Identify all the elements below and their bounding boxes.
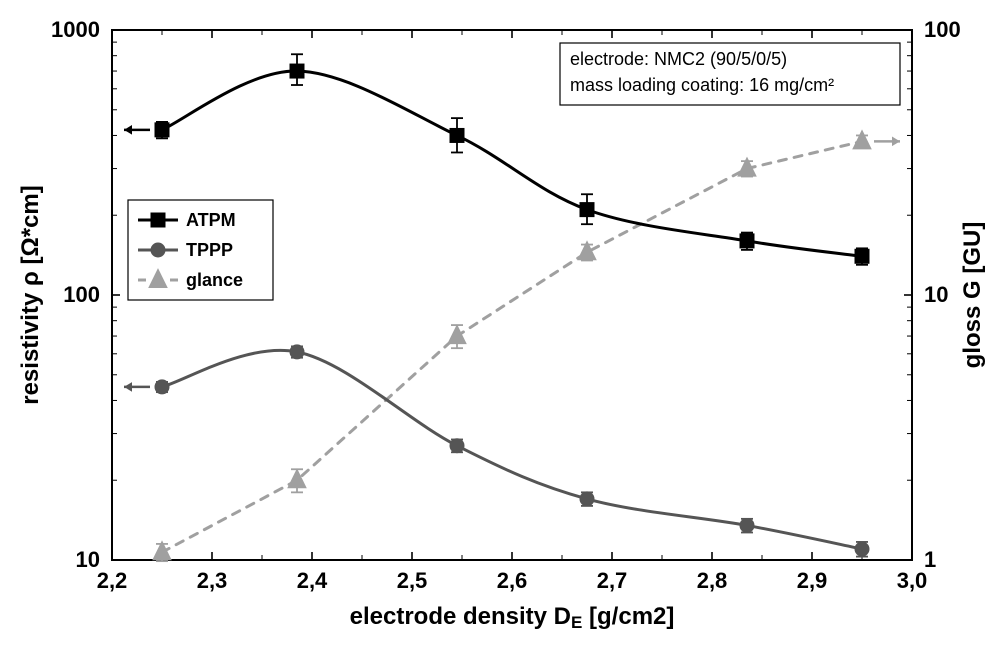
svg-text:1: 1 — [924, 547, 936, 572]
svg-text:2,4: 2,4 — [297, 568, 328, 593]
svg-text:mass loading coating: 16 mg/cm: mass loading coating: 16 mg/cm² — [570, 75, 834, 95]
svg-text:ATPM: ATPM — [186, 210, 236, 230]
svg-text:2,8: 2,8 — [697, 568, 728, 593]
svg-text:3,0: 3,0 — [897, 568, 928, 593]
svg-text:100: 100 — [924, 17, 961, 42]
svg-text:2,9: 2,9 — [797, 568, 828, 593]
svg-text:electrode density DE [g/cm2]: electrode density DE [g/cm2] — [350, 603, 675, 632]
svg-text:10: 10 — [76, 547, 100, 572]
svg-text:1000: 1000 — [51, 17, 100, 42]
chart-svg: 2,2 2,3 2,4 2,5 2,6 2,7 2,8 2,9 3,0 10 100 1000 1 10 1… — [0, 0, 1004, 657]
svg-text:10: 10 — [924, 282, 948, 307]
svg-text:electrode: NMC2 (90/5/0/5): electrode: NMC2 (90/5/0/5) — [570, 49, 787, 69]
svg-text:2,6: 2,6 — [497, 568, 528, 593]
svg-text:gloss G [GU]: gloss G [GU] — [959, 222, 986, 369]
svg-text:2,7: 2,7 — [597, 568, 628, 593]
chart-container: 2,2 2,3 2,4 2,5 2,6 2,7 2,8 2,9 3,0 10 100 1000 1 10 1… — [0, 0, 1004, 657]
svg-text:2,2: 2,2 — [97, 568, 128, 593]
svg-text:100: 100 — [63, 282, 100, 307]
svg-text:2,3: 2,3 — [197, 568, 228, 593]
svg-text:2,5: 2,5 — [397, 568, 428, 593]
svg-text:TPPP: TPPP — [186, 240, 233, 260]
svg-text:resistivity ρ [Ω*cm]: resistivity ρ [Ω*cm] — [17, 185, 44, 405]
svg-text:glance: glance — [186, 270, 243, 290]
